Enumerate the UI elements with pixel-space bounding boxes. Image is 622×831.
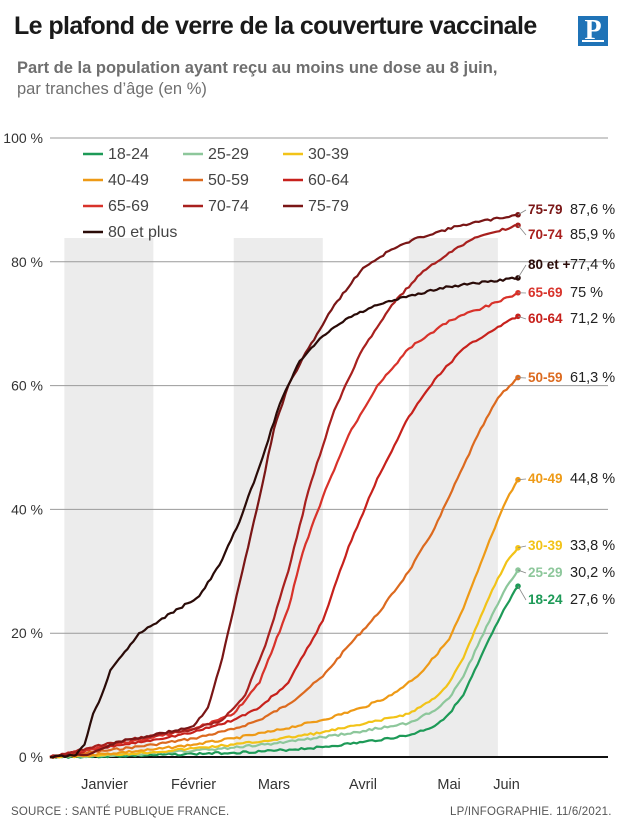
legend-label: 30-39 — [308, 146, 349, 163]
end-label-value: 75 % — [570, 285, 603, 301]
legend-label: 60-64 — [308, 172, 349, 189]
end-label-name: 18-24 — [528, 592, 563, 607]
x-tick-label: Mai — [437, 777, 460, 793]
end-label-name: 25-29 — [528, 565, 563, 580]
month-bands — [64, 238, 498, 757]
end-label-value: 77,4 % — [570, 257, 615, 273]
chart-subtitle-line1: Part de la population ayant reçu au moin… — [17, 59, 498, 77]
source-note: SOURCE : SANTÉ PUBLIQUE FRANCE. — [11, 806, 230, 818]
y-tick-label: 100 % — [3, 130, 43, 146]
series-line-50-59 — [49, 376, 519, 759]
gridlines — [50, 137, 608, 758]
end-label-value: 27,6 % — [570, 592, 615, 608]
y-tick-label: 20 % — [11, 625, 43, 641]
end-label-name: 50-59 — [528, 370, 563, 385]
end-label-value: 87,6 % — [570, 202, 615, 218]
series-line-40-49 — [49, 479, 519, 759]
series-line-60-64 — [49, 315, 519, 759]
x-tick-label: Avril — [349, 777, 377, 793]
le-parisien-logo: P — [578, 16, 608, 46]
series-endpoint — [515, 275, 521, 281]
end-label-value: 44,8 % — [570, 471, 615, 487]
legend-label: 70-74 — [208, 198, 249, 215]
x-tick-label: Janvier — [81, 777, 128, 793]
legend-label: 18-24 — [108, 146, 149, 163]
y-tick-label: 40 % — [11, 501, 43, 517]
y-axis-ticks: 0 % 20 % 40 % 60 % 80 % 100 % — [3, 130, 43, 765]
series-line-65-69 — [49, 291, 519, 759]
series-line-80-et-plus — [49, 276, 519, 759]
end-label-leader — [517, 315, 527, 320]
series-line-75-79 — [49, 213, 519, 759]
end-label-leader — [517, 569, 527, 574]
y-tick-label: 60 % — [11, 378, 43, 394]
legend-label: 80 et plus — [108, 224, 177, 241]
legend-label: 50-59 — [208, 172, 249, 189]
legend-label: 65-69 — [108, 198, 149, 215]
y-tick-label: 80 % — [11, 254, 43, 270]
chart-subtitle-line2: par tranches d’âge (en %) — [17, 80, 207, 98]
series-line-30-39 — [49, 547, 519, 759]
end-label-name: 65-69 — [528, 285, 563, 300]
end-label-name: 75-79 — [528, 202, 563, 217]
end-label-leader — [517, 478, 527, 481]
month-band — [64, 238, 154, 757]
x-axis-ticks: Janvier Février Mars Avril Mai Juin — [81, 777, 520, 793]
end-label-leader — [517, 225, 527, 236]
month-band — [408, 238, 498, 757]
end-label-leader — [517, 545, 527, 549]
end-label-value: 85,9 % — [570, 227, 615, 243]
end-label-name: 30-39 — [528, 538, 563, 553]
legend-label: 25-29 — [208, 146, 249, 163]
end-label-value: 33,8 % — [570, 538, 615, 554]
end-label-name: 80 et + — [528, 257, 571, 272]
credit-note: LP/INFOGRAPHIE. 11/6/2021. — [450, 806, 612, 818]
end-label-name: 70-74 — [528, 227, 563, 242]
x-tick-label: Juin — [493, 777, 520, 793]
x-tick-label: Février — [171, 777, 216, 793]
y-tick-label: 0 % — [19, 749, 43, 765]
end-label-value: 30,2 % — [570, 565, 615, 581]
end-label-value: 71,2 % — [570, 311, 615, 327]
end-label-name: 40-49 — [528, 471, 563, 486]
end-labels: 18-24 27,6 % 25-29 30,2 % 30-39 33,8 % 40-49 44… — [517, 202, 615, 608]
vaccination-line-chart: 0 % 20 % 40 % 60 % 80 % 100 % Janvier Février M… — [3, 130, 615, 793]
x-tick-label: Mars — [258, 777, 290, 793]
series-lines — [49, 211, 521, 759]
legend-label: 75-79 — [308, 198, 349, 215]
end-label-leader — [517, 209, 527, 216]
legend-label: 40-49 — [108, 172, 149, 189]
page-title: Le plafond de verre de la couverture vac… — [14, 12, 537, 40]
end-label-leader — [517, 264, 527, 279]
end-label-value: 61,3 % — [570, 370, 615, 386]
end-label-name: 60-64 — [528, 311, 563, 326]
end-label-leader — [517, 585, 527, 601]
legend: 18-24 25-29 30-39 40-49 50-59 60-64 65-69 70-74… — [83, 146, 349, 241]
